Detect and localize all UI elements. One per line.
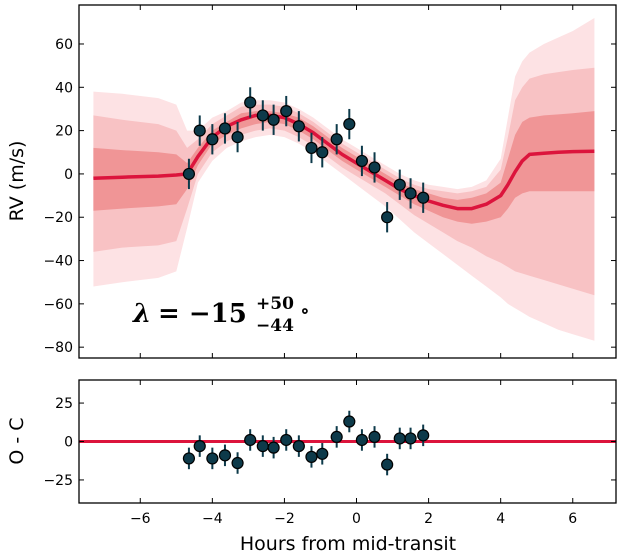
residuals-panel: −6 −4 −2 0 2 4 6 −25 0 25 O - C Hours from mid-tr…	[6, 379, 617, 555]
residual-xtick-label: 0	[352, 511, 361, 527]
rv-ytick-label: −20	[43, 210, 73, 226]
residual-point	[330, 430, 343, 443]
rv-panel: −80 −60 −40 −20 0 20 40 60 RV (m/s) λ = −15 +50…	[6, 4, 617, 359]
degree-symbol: ∘	[300, 300, 310, 322]
residual-point	[267, 441, 280, 454]
rv-ytick-label: −40	[43, 254, 73, 270]
rv-ytick-label: −80	[43, 340, 73, 356]
rv-point	[417, 191, 430, 204]
residual-xtick-label: −4	[202, 511, 223, 527]
rv-point	[182, 167, 196, 181]
residual-xtick-label: 4	[496, 511, 505, 527]
residual-point	[305, 450, 318, 463]
rv-point	[381, 211, 394, 224]
rv-data-points	[182, 87, 430, 233]
residual-xtick-label: 6	[568, 511, 577, 527]
residual-point	[316, 447, 329, 460]
residual-xtick-label: 2	[424, 511, 433, 527]
residual-point	[256, 440, 269, 453]
rv-point	[343, 118, 356, 131]
rv-ylabel: RV (m/s)	[6, 141, 28, 222]
band-2sigma	[93, 67, 595, 296]
lambda-annotation: λ = −15 +50 −44 ∘	[132, 294, 310, 336]
residual-ticks: −6 −4 −2 0 2 4 6 −25 0 25	[43, 380, 616, 527]
residual-point	[244, 433, 257, 447]
residual-point	[368, 430, 381, 443]
x-axis-label: Hours from mid-transit	[240, 533, 456, 555]
rv-point	[256, 109, 269, 122]
residual-ylabel: O - C	[6, 417, 28, 464]
rv-point	[305, 141, 318, 155]
rv-ytick-label: 0	[64, 167, 73, 183]
lambda-lower-error: −44	[256, 316, 294, 336]
rv-ticks: −80 −60 −40 −20 0 20 40 60	[43, 5, 616, 358]
residual-point	[193, 440, 206, 453]
residual-ytick-label: −25	[43, 473, 73, 489]
rv-point	[244, 96, 257, 109]
rv-point	[193, 124, 206, 137]
residual-point	[182, 452, 196, 465]
residual-point	[355, 433, 369, 447]
rv-ytick-label: 40	[55, 80, 73, 96]
lambda-upper-error: +50	[256, 294, 294, 314]
rv-point	[280, 105, 293, 118]
rv-point	[368, 161, 381, 174]
rv-point	[206, 133, 219, 146]
lambda-symbol: λ	[132, 299, 151, 329]
rv-panel-frame	[78, 4, 617, 359]
rv-point	[316, 146, 329, 159]
rv-point	[292, 120, 305, 133]
rv-ytick-label: −60	[43, 297, 73, 313]
rv-point	[355, 154, 369, 168]
residual-data-points	[182, 410, 430, 476]
band-1sigma	[93, 111, 595, 224]
residual-xtick-label: −2	[274, 511, 295, 527]
rv-point	[231, 131, 244, 144]
residual-point	[231, 456, 244, 470]
residual-point	[404, 432, 417, 445]
residual-point	[280, 433, 293, 447]
residual-point	[393, 432, 406, 445]
residual-point	[343, 415, 356, 428]
rv-ytick-label: 60	[55, 37, 73, 53]
rv-point	[393, 178, 406, 191]
residual-point	[206, 452, 219, 465]
lambda-value: = −15	[158, 299, 247, 329]
residual-point	[218, 449, 232, 462]
rv-ytick-label: 20	[55, 124, 73, 140]
residual-ytick-label: 0	[64, 435, 73, 451]
model-confidence-bands	[93, 18, 595, 341]
rv-point	[218, 122, 232, 135]
residual-point	[292, 440, 305, 453]
rv-point	[267, 113, 280, 126]
residual-xtick-label: −6	[130, 511, 151, 527]
rv-point	[330, 133, 343, 146]
residual-ytick-label: 25	[55, 396, 73, 412]
band-3sigma	[93, 18, 595, 341]
residual-point	[381, 458, 394, 471]
residual-point	[417, 429, 430, 442]
rv-point	[404, 187, 417, 200]
